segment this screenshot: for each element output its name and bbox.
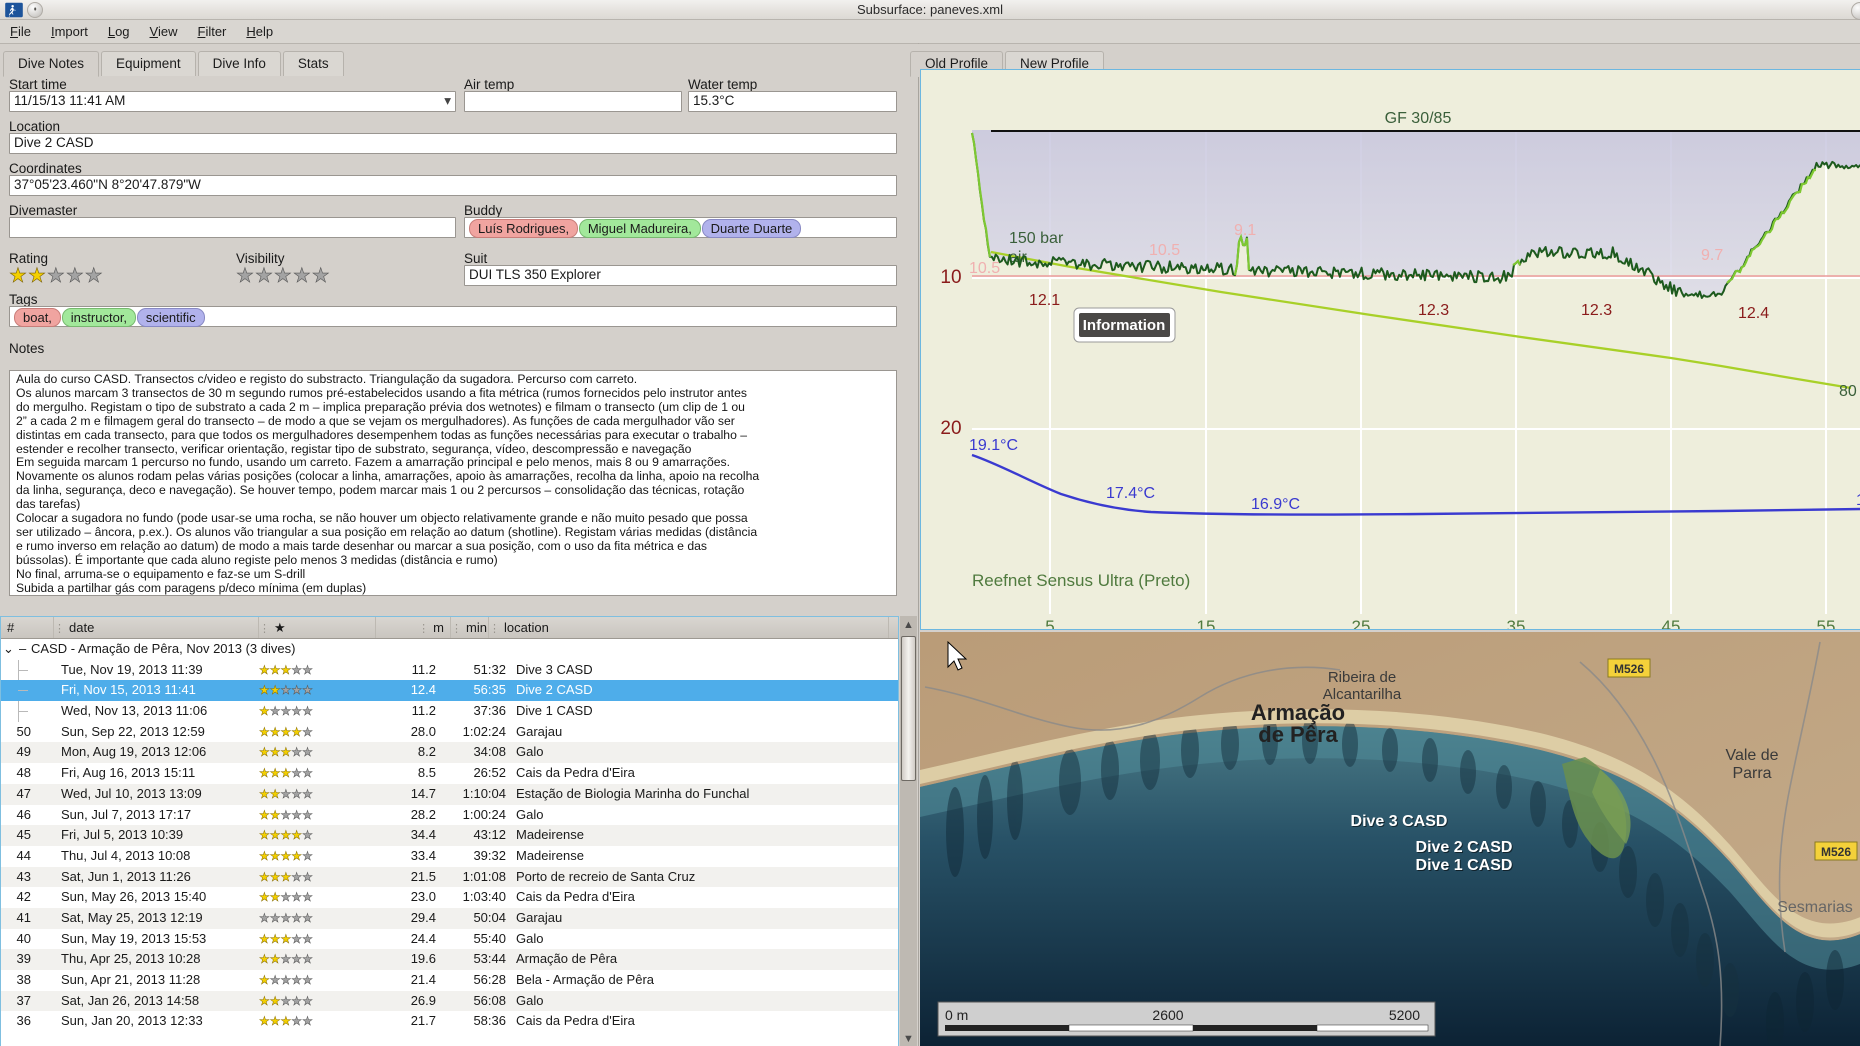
svg-text:Information: Information	[1083, 317, 1166, 334]
svg-text:16.9°C: 16.9°C	[1251, 496, 1300, 513]
svg-text:10: 10	[940, 267, 961, 288]
svg-text:9.1: 9.1	[1234, 222, 1256, 239]
svg-text:0 m: 0 m	[945, 1007, 968, 1023]
svg-text:10.5: 10.5	[1149, 242, 1180, 259]
svg-text:12.1: 12.1	[1029, 292, 1060, 309]
svg-text:Dive 2 CASD: Dive 2 CASD	[1416, 839, 1513, 856]
svg-text:Dive 3 CASD: Dive 3 CASD	[1351, 813, 1448, 830]
svg-text:9.7: 9.7	[1701, 247, 1723, 264]
svg-text:Parra: Parra	[1732, 765, 1771, 782]
svg-text:17.4°C: 17.4°C	[1106, 485, 1155, 502]
svg-text:25: 25	[1352, 617, 1371, 630]
svg-text:10.5: 10.5	[969, 260, 1000, 277]
svg-text:16: 16	[1856, 492, 1860, 509]
svg-text:GF 30/85: GF 30/85	[1385, 110, 1452, 127]
svg-text:12.3: 12.3	[1581, 302, 1612, 319]
svg-text:Ribeira de: Ribeira de	[1328, 669, 1396, 686]
svg-text:12.3: 12.3	[1418, 302, 1449, 319]
svg-text:150 bar: 150 bar	[1009, 230, 1064, 247]
svg-text:80: 80	[1839, 383, 1857, 400]
svg-text:de Pêra: de Pêra	[1258, 722, 1338, 747]
svg-text:2600: 2600	[1152, 1007, 1183, 1023]
svg-text:15: 15	[1197, 617, 1216, 630]
svg-text:5200: 5200	[1389, 1007, 1420, 1023]
svg-text:M526: M526	[1614, 662, 1644, 676]
svg-text:35: 35	[1507, 617, 1526, 630]
svg-text:55: 55	[1817, 617, 1836, 630]
svg-text:M526: M526	[1821, 845, 1851, 859]
svg-text:12.4: 12.4	[1738, 305, 1769, 322]
svg-text:Vale de: Vale de	[1725, 747, 1778, 764]
svg-text:Sesmarias: Sesmarias	[1777, 899, 1853, 916]
svg-text:45: 45	[1662, 617, 1681, 630]
svg-text:20: 20	[940, 418, 961, 439]
svg-text:Dive 1 CASD: Dive 1 CASD	[1416, 857, 1513, 874]
svg-text:19.1°C: 19.1°C	[969, 437, 1018, 454]
svg-text:Reefnet Sensus Ultra (Preto): Reefnet Sensus Ultra (Preto)	[972, 571, 1190, 590]
svg-text:5: 5	[1045, 617, 1054, 630]
